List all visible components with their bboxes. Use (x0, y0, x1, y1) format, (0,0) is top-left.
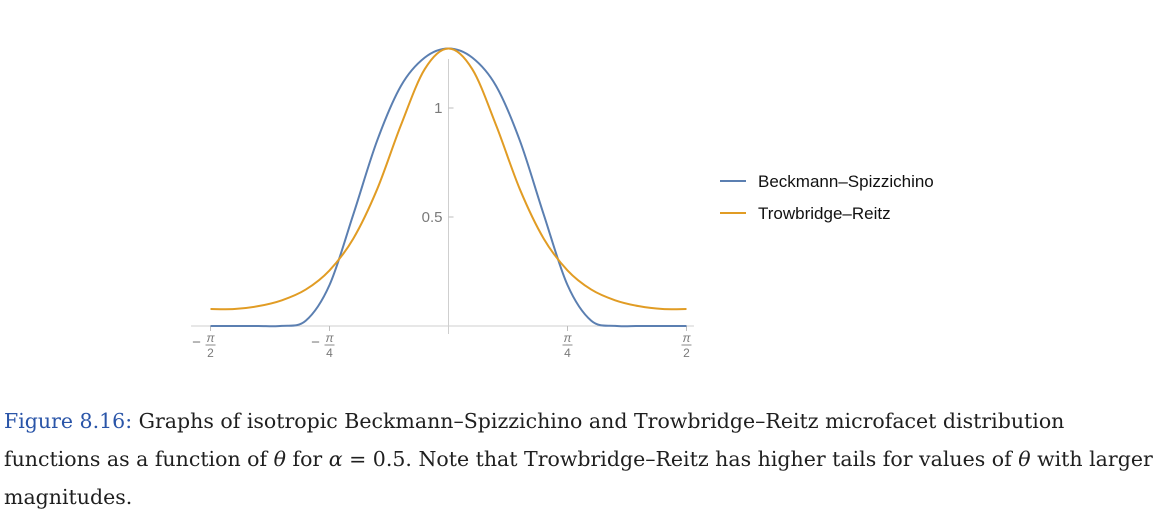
caption-alpha: α (328, 447, 343, 471)
x-tick-numerator: π (207, 331, 216, 345)
x-tick-denominator: 4 (326, 346, 333, 360)
figure-label: Figure 8.16: (4, 409, 133, 433)
x-tick-numerator: π (325, 331, 334, 345)
y-tick-label: 1 (434, 100, 442, 117)
x-tick-numerator: π (682, 331, 691, 345)
trowbridge-reitz-line (210, 47, 687, 311)
caption-alpha-value: 0.5 (372, 447, 406, 471)
x-tick-denominator: 2 (683, 346, 690, 360)
caption-text-3: . Note that Trowbridge–Reitz has higher … (405, 447, 1019, 471)
x-tick-sign: − (192, 334, 201, 351)
figure-caption: Figure 8.16: Graphs of isotropic Beckman… (4, 402, 1162, 516)
x-tick-numerator: π (563, 331, 572, 345)
legend-label: Beckmann–Spizzichino (758, 172, 934, 191)
chart-area: − π 2− π 4 π 4 π 2 0.5 1 Beckmann–Spizzichino Trowbr… (191, 47, 934, 360)
y-tick-label: 0.5 (422, 209, 443, 226)
caption-text-1: Graphs of isotropic Beckmann–Spizzichino… (4, 409, 1065, 471)
legend-label: Trowbridge–Reitz (758, 204, 891, 223)
caption-equals: = (342, 447, 373, 471)
caption-text-2: for (285, 447, 329, 471)
chart-svg: − π2− π4π4π20.51Beckmann–SpizzichinoTrowbr… (191, 47, 934, 360)
x-tick-denominator: 4 (564, 346, 571, 360)
x-tick-sign: − (311, 334, 320, 351)
x-tick-denominator: 2 (207, 346, 214, 360)
caption-theta-2: θ (1018, 447, 1031, 471)
caption-text-4: with larger magnitudes. (4, 447, 1153, 509)
caption-theta: θ (273, 447, 286, 471)
